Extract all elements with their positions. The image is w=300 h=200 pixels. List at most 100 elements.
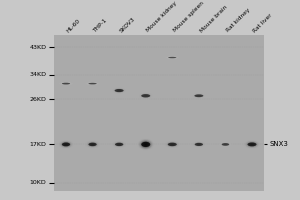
Ellipse shape [118,90,121,91]
Ellipse shape [139,140,152,149]
Text: THP-1: THP-1 [93,17,108,33]
Ellipse shape [169,57,176,58]
Ellipse shape [64,144,68,145]
Ellipse shape [59,140,73,148]
Ellipse shape [169,57,175,58]
Ellipse shape [140,93,151,98]
Ellipse shape [87,82,98,85]
Ellipse shape [142,94,149,98]
Text: SNX3: SNX3 [270,141,289,147]
Ellipse shape [220,142,230,147]
Ellipse shape [166,142,178,147]
Ellipse shape [114,88,124,93]
Ellipse shape [65,144,67,145]
Ellipse shape [92,144,93,145]
Ellipse shape [115,89,124,92]
Ellipse shape [115,89,124,93]
Text: Mouse brain: Mouse brain [199,4,228,33]
Ellipse shape [171,57,174,58]
Ellipse shape [195,143,202,146]
Ellipse shape [62,142,70,146]
Ellipse shape [140,141,151,148]
Ellipse shape [58,140,74,149]
Ellipse shape [140,140,152,149]
Ellipse shape [224,144,227,145]
Ellipse shape [195,94,202,97]
Ellipse shape [141,142,150,147]
Ellipse shape [116,143,123,146]
Text: Mouse kidney: Mouse kidney [146,1,178,33]
Ellipse shape [196,95,202,97]
Ellipse shape [137,138,154,150]
Ellipse shape [244,140,260,149]
Ellipse shape [169,143,176,146]
Ellipse shape [245,141,259,148]
Ellipse shape [222,143,229,146]
Ellipse shape [165,56,179,59]
Ellipse shape [197,95,200,96]
Ellipse shape [219,142,232,147]
Ellipse shape [194,142,204,147]
Ellipse shape [248,142,256,147]
Ellipse shape [62,83,70,84]
Ellipse shape [250,143,254,146]
Ellipse shape [117,143,121,145]
Text: Rat liver: Rat liver [252,12,273,33]
Ellipse shape [251,144,253,145]
Ellipse shape [195,143,203,146]
Ellipse shape [86,141,99,148]
Ellipse shape [139,93,152,99]
Text: 10KD: 10KD [30,180,46,185]
Ellipse shape [172,57,173,58]
Ellipse shape [168,142,177,147]
Ellipse shape [167,57,177,59]
Ellipse shape [138,139,153,150]
Ellipse shape [143,143,148,146]
Ellipse shape [88,82,98,85]
Ellipse shape [112,87,127,94]
Ellipse shape [61,142,71,147]
Ellipse shape [92,83,93,84]
Ellipse shape [192,93,206,98]
Ellipse shape [165,141,180,148]
Ellipse shape [246,141,258,148]
Ellipse shape [168,143,177,146]
Ellipse shape [117,90,122,92]
Ellipse shape [143,95,148,97]
Ellipse shape [194,94,203,98]
Ellipse shape [61,82,71,85]
Ellipse shape [222,143,229,146]
Ellipse shape [113,88,125,93]
Ellipse shape [141,94,150,98]
Ellipse shape [63,83,69,84]
Ellipse shape [118,90,120,91]
Ellipse shape [116,89,122,92]
Ellipse shape [248,142,256,146]
Ellipse shape [144,143,147,145]
Ellipse shape [88,83,97,85]
Ellipse shape [166,56,178,59]
Ellipse shape [140,93,152,99]
Ellipse shape [170,57,174,58]
Ellipse shape [86,82,99,85]
Ellipse shape [142,142,149,147]
Ellipse shape [198,95,200,96]
Ellipse shape [143,94,149,97]
Ellipse shape [224,144,227,145]
Ellipse shape [91,144,94,145]
Ellipse shape [85,140,100,148]
Ellipse shape [62,83,70,85]
Ellipse shape [138,92,153,99]
Ellipse shape [171,144,174,145]
FancyBboxPatch shape [54,35,264,191]
Ellipse shape [172,144,173,145]
Ellipse shape [143,142,149,147]
Ellipse shape [113,141,125,148]
Ellipse shape [65,83,67,84]
Ellipse shape [116,89,123,92]
Ellipse shape [198,144,200,145]
Text: 43KD: 43KD [29,45,46,50]
Ellipse shape [62,142,70,147]
Ellipse shape [225,144,226,145]
Ellipse shape [223,143,228,146]
